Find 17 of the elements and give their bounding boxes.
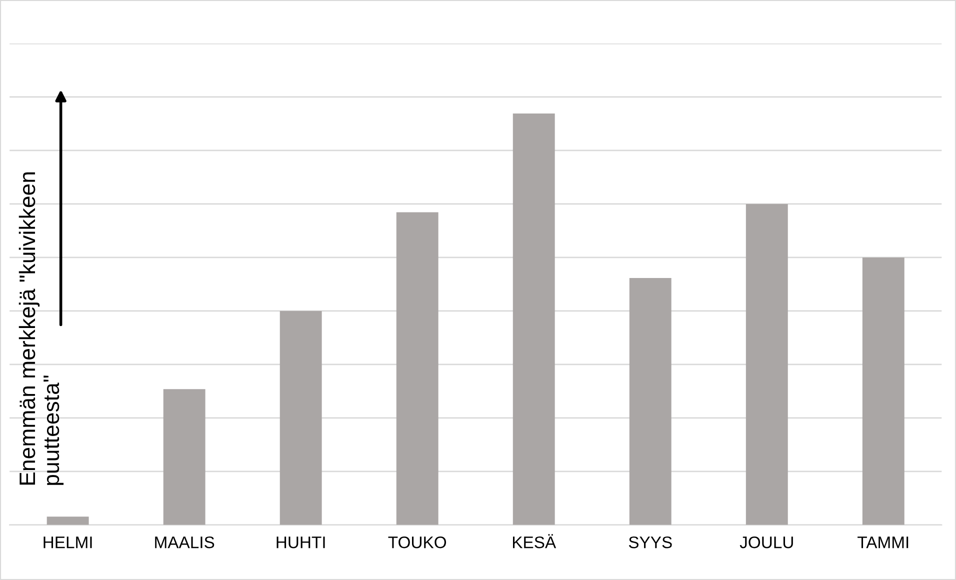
bar (163, 389, 206, 525)
bar (280, 310, 322, 525)
x-tick-label: TAMMI (858, 536, 908, 548)
y-axis-title: Enemmän merkkejä "kuivikkeen puutteesta" (18, 172, 64, 485)
x-tick-label: MAALIS (155, 536, 214, 548)
bar (396, 212, 438, 525)
x-tick-label: SYYS (628, 536, 672, 548)
x-tick-label: KESÄ (513, 534, 556, 548)
bar (46, 516, 89, 525)
bar (629, 278, 672, 525)
bar (746, 204, 788, 525)
x-tick-label: HELMI (44, 536, 92, 548)
x-tick-label: HUHTI (276, 536, 325, 548)
bar (862, 257, 904, 525)
x-tick-label: TOUKO (388, 536, 446, 548)
x-tick-label: JOULU (740, 536, 793, 548)
bar (512, 113, 555, 525)
